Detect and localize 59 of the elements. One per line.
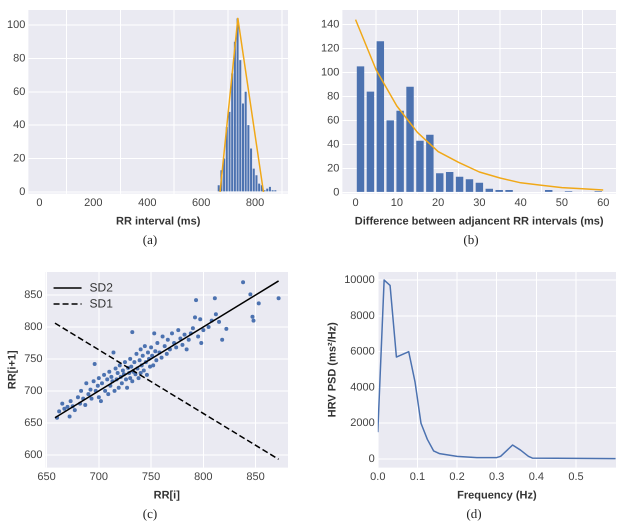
x-tick-label: 40 <box>514 197 527 210</box>
x-tick-label: 200 <box>84 197 103 210</box>
y-tick-label: 4000 <box>350 381 375 394</box>
y-tick-label: 0 <box>333 186 340 198</box>
y-tick-label: 0 <box>19 186 26 198</box>
y-tick-label: 2000 <box>350 417 375 430</box>
x-tick-label: 30 <box>473 197 486 210</box>
x-tick-label: 850 <box>246 471 265 484</box>
x-tick-label: 0.4 <box>528 471 544 484</box>
x-axis-title: Frequency (Hz) <box>457 489 537 502</box>
x-tick-label: 700 <box>90 471 108 484</box>
x-tick-label: 0.5 <box>568 471 584 484</box>
x-tick-label: 0.0 <box>370 471 386 484</box>
x-tick-label: 50 <box>556 197 568 210</box>
y-tick-label: 600 <box>24 448 43 461</box>
x-tick-label: 750 <box>142 471 160 484</box>
y-axis-title: RR[i+1] <box>6 350 19 390</box>
text: (d) <box>465 506 483 522</box>
x-tick-label: 10 <box>390 197 403 210</box>
x-tick-label: 400 <box>138 197 156 210</box>
x-tick-label: 20 <box>432 197 444 210</box>
y-tick-label: 750 <box>24 352 43 365</box>
y-tick-label: 40 <box>13 119 26 132</box>
x-tick-label: 60 <box>597 197 610 210</box>
legend-label: SD2 <box>90 280 114 294</box>
text: (c) <box>142 506 158 522</box>
y-tick-label: 8000 <box>350 310 375 322</box>
x-axis-title: RR[i] <box>154 489 180 502</box>
y-tick-label: 20 <box>13 152 26 165</box>
y-tick-label: 20 <box>327 162 340 174</box>
y-tick-label: 10000 <box>344 274 375 286</box>
y-tick-label: 80 <box>327 90 340 102</box>
y-tick-label: 700 <box>24 384 43 397</box>
x-tick-label: 0.3 <box>489 471 504 484</box>
y-tick-label: 80 <box>13 52 26 64</box>
text: (a) <box>142 232 158 248</box>
x-axis-title: RR interval (ms) <box>116 215 201 228</box>
y-tick-label: 0 <box>368 453 375 466</box>
y-tick-label: 60 <box>327 114 340 126</box>
y-axis-title: HRV PSD (ms²/Hz) <box>326 322 339 418</box>
y-tick-label: 100 <box>320 66 340 78</box>
y-tick-label: 800 <box>24 321 43 334</box>
x-tick-label: 800 <box>246 197 264 210</box>
legend-label: SD1 <box>90 296 114 310</box>
y-tick-label: 140 <box>320 18 340 30</box>
x-axis-title: Difference between adjancent RR intervals (ms) <box>354 215 604 228</box>
y-tick-label: 6000 <box>350 346 375 358</box>
y-tick-label: 120 <box>320 42 340 54</box>
y-tick-label: 100 <box>6 19 26 32</box>
y-tick-label: 60 <box>13 86 26 98</box>
x-tick-label: 0.1 <box>410 471 426 484</box>
y-tick-label: 850 <box>24 289 43 302</box>
x-tick-label: 800 <box>194 471 213 484</box>
text: (b) <box>462 232 480 248</box>
x-tick-label: 600 <box>192 197 210 210</box>
x-tick-label: 650 <box>37 471 56 484</box>
y-tick-label: 40 <box>327 138 340 150</box>
y-tick-label: 650 <box>24 416 43 429</box>
x-tick-label: 0.2 <box>449 471 465 484</box>
